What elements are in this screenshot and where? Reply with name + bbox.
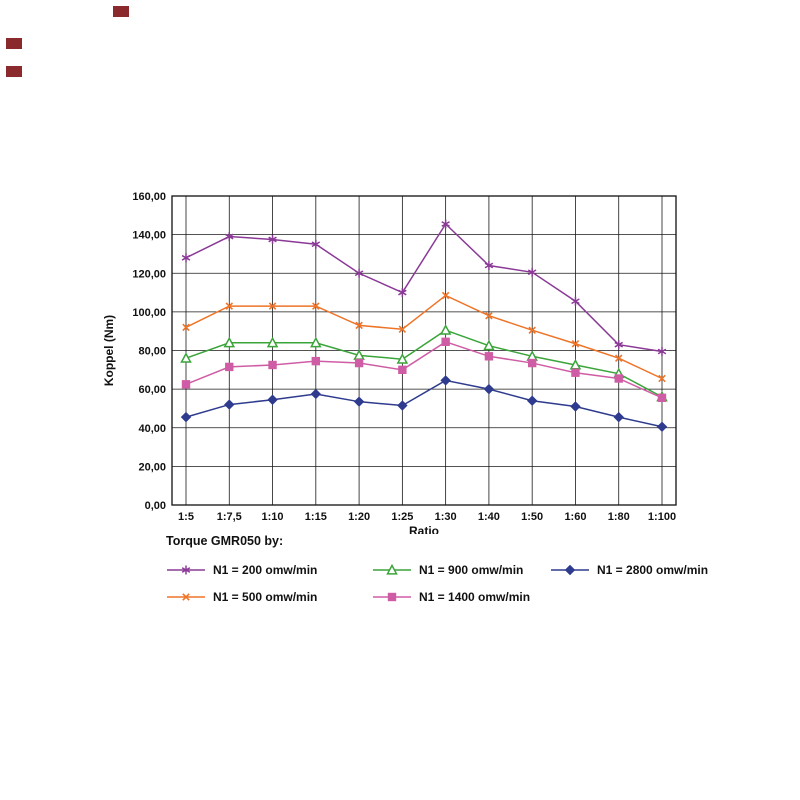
torque-line-chart: 0,00 20,00 40,00 60,00 80,00 100,00 120,00 140,… <box>102 191 677 534</box>
legend-series-marker-icon <box>551 564 589 576</box>
red-square-artifact <box>113 6 129 17</box>
x-tick-label: 1:50 <box>521 511 543 523</box>
y-tick-label: 20,00 <box>138 461 166 473</box>
series-1500 <box>182 291 666 383</box>
legend-grid: N1 = 200 omw/min N1 = 900 omw/min N1 = 280… <box>166 563 776 604</box>
x-axis-title: Ratio <box>409 524 439 534</box>
y-tick-label: 80,00 <box>138 346 166 358</box>
plot-border <box>171 195 677 506</box>
x-tick-label: 1:15 <box>305 511 327 523</box>
legend-item-n1-1500: N1 = 500 omw/min <box>166 590 372 604</box>
x-tick-label: 1:40 <box>478 511 500 523</box>
legend-label: N1 = 2800 omw/min <box>597 563 709 577</box>
x-tick-label: 1:60 <box>564 511 586 523</box>
y-axis-title: Koppel (Nm) <box>102 315 116 386</box>
legend-label: N1 = 900 omw/min <box>419 563 524 577</box>
x-tick-label: 1:80 <box>608 511 630 523</box>
y-tick-label: 100,00 <box>132 307 166 319</box>
series-12800 <box>180 375 668 432</box>
legend-item-n1-12800: N1 = 2800 omw/min <box>550 563 776 577</box>
series-1200 <box>181 219 667 356</box>
red-square-artifact <box>6 38 22 49</box>
x-tick-label: 1:30 <box>435 511 457 523</box>
chart-legend: Torque GMR050 by: N1 = 200 omw/min N1 = 9… <box>166 534 776 604</box>
x-tick-label: 1:20 <box>348 511 370 523</box>
axis-tick-labels: 0,00 20,00 40,00 60,00 80,00 100,00 120,00 140,… <box>132 191 676 523</box>
legend-label: N1 = 200 omw/min <box>213 563 318 577</box>
legend-label: N1 = 1400 omw/min <box>419 590 531 604</box>
y-tick-label: 60,00 <box>138 384 166 396</box>
legend-item-n1-1200: N1 = 200 omw/min <box>166 563 372 577</box>
x-tick-label: 1:25 <box>391 511 413 523</box>
y-tick-label: 160,00 <box>132 191 166 203</box>
legend-label: N1 = 500 omw/min <box>213 590 318 604</box>
series-11400 <box>181 337 667 403</box>
legend-title: Torque GMR050 by: <box>166 534 284 548</box>
y-tick-label: 40,00 <box>138 423 166 435</box>
y-tick-label: 0,00 <box>145 500 166 512</box>
x-tick-label: 1:7,5 <box>217 511 242 523</box>
x-tick-label: 1:10 <box>262 511 284 523</box>
legend-item-n1-1900: N1 = 900 omw/min <box>372 563 550 577</box>
x-tick-label: 1:100 <box>648 511 676 523</box>
legend-item-n1-11400: N1 = 1400 omw/min <box>372 590 550 604</box>
legend-series-marker-icon <box>167 565 205 575</box>
legend-series-marker-icon <box>373 592 411 602</box>
legend-series-marker-icon <box>373 563 411 575</box>
x-tick-label: 1:5 <box>178 511 194 523</box>
legend-series-marker-icon <box>167 593 205 601</box>
y-tick-label: 140,00 <box>132 230 166 242</box>
y-tick-label: 120,00 <box>132 268 166 280</box>
red-square-artifact <box>6 66 22 77</box>
chart-grid <box>172 195 676 506</box>
